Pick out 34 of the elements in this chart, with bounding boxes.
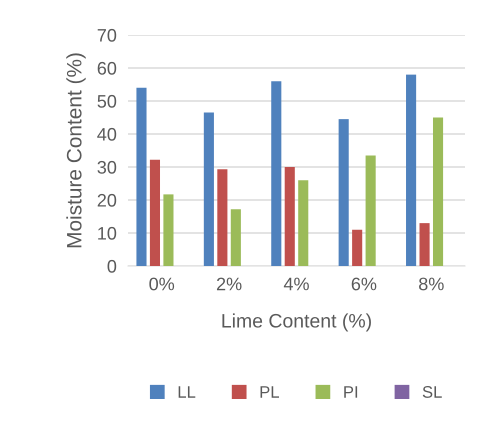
y-tick-label: 50	[98, 94, 116, 108]
legend-label: PI	[344, 386, 358, 398]
y-tick-label: 10	[98, 226, 116, 240]
bar	[204, 112, 214, 266]
y-tick-label: 40	[97, 128, 116, 141]
y-tick-label: 0	[108, 260, 116, 273]
bar	[432, 118, 444, 266]
bar	[217, 169, 228, 266]
legend-label: SL	[422, 386, 442, 398]
bar	[271, 81, 282, 266]
legend-label: LL	[178, 386, 196, 398]
bar	[406, 74, 416, 266]
bar	[284, 167, 295, 266]
bar	[420, 223, 430, 266]
x-tick-label: 2%	[216, 278, 242, 290]
x-tick-label: 8%	[419, 278, 444, 290]
bar	[230, 209, 241, 266]
x-axis-title: Lime Content (%)	[222, 313, 371, 332]
bar	[338, 119, 349, 266]
y-tick-label: 70	[98, 28, 116, 42]
x-tick-label: 0%	[149, 278, 174, 290]
y-tick-label: 30	[97, 160, 116, 174]
y-axis-title: Moisture Content (%)	[66, 53, 86, 248]
x-tick-label: 4%	[284, 278, 309, 290]
bar	[163, 194, 174, 266]
bar	[136, 88, 147, 266]
bar	[366, 155, 376, 266]
bar	[298, 180, 308, 266]
y-tick-label: 60	[98, 62, 116, 75]
x-tick-label: 6%	[352, 278, 376, 290]
y-tick-label: 20	[98, 194, 116, 207]
legend-label: PL	[260, 386, 280, 398]
bar	[150, 160, 160, 266]
bar	[352, 230, 362, 266]
